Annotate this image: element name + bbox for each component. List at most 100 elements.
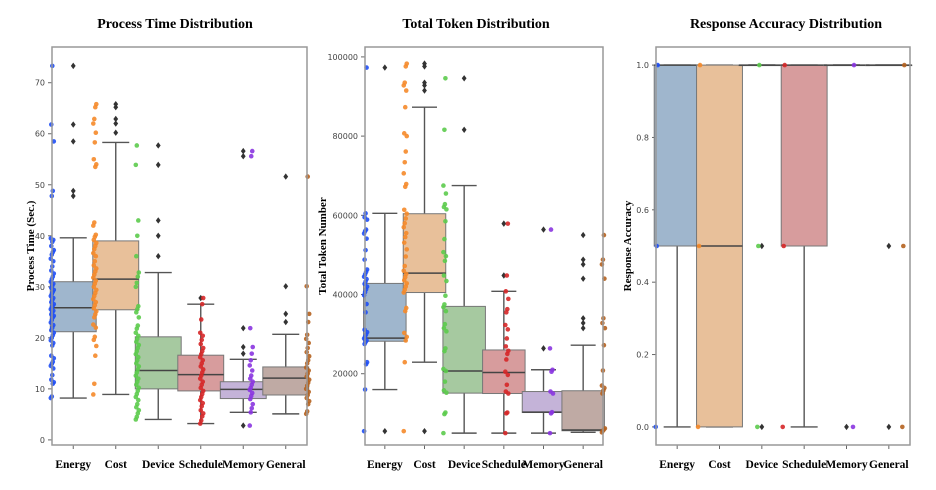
plot-area: 0.0 0.2 0.4 0.6 0.8 1.0 Energy Cost Device Schedu…	[636, 61, 913, 471]
data-point	[136, 218, 141, 223]
data-point	[506, 348, 511, 354]
data-point	[92, 116, 97, 122]
data-point	[442, 201, 448, 207]
data-point	[442, 379, 448, 384]
data-point	[402, 234, 408, 240]
data-point	[136, 270, 142, 275]
outlier-marker	[155, 232, 161, 239]
data-point	[441, 325, 447, 331]
data-point	[443, 75, 448, 81]
data-point	[136, 342, 142, 348]
data-point	[443, 218, 448, 224]
data-point	[506, 296, 511, 302]
outlier-marker	[113, 129, 119, 136]
outlier-marker	[844, 423, 849, 431]
data-point	[401, 330, 407, 336]
outlier-marker	[70, 121, 76, 128]
x-tick-label-energy: Energy	[55, 459, 91, 471]
outlier-marker	[461, 75, 467, 82]
data-point	[136, 364, 142, 369]
outlier-marker	[580, 324, 586, 332]
outlier-marker	[382, 64, 388, 71]
outlier-marker	[240, 343, 246, 351]
data-point	[306, 398, 312, 404]
data-point	[442, 236, 447, 242]
data-point	[442, 258, 448, 264]
data-point	[404, 334, 410, 340]
box-device	[134, 336, 182, 390]
data-point	[93, 325, 99, 330]
data-point	[443, 293, 448, 299]
x-tick-label-cost: Cost	[708, 459, 731, 471]
box-general	[262, 366, 310, 396]
data-point	[135, 233, 140, 239]
data-point	[306, 377, 312, 382]
data-point	[135, 274, 141, 279]
data-point	[402, 263, 408, 269]
data-point	[442, 302, 447, 307]
data-point	[247, 363, 253, 368]
data-point	[401, 268, 407, 274]
box-energy	[49, 281, 97, 333]
data-point	[505, 372, 511, 378]
box-memory	[521, 391, 566, 414]
outlier-marker	[541, 345, 546, 352]
data-point	[248, 357, 254, 363]
data-point	[249, 390, 255, 396]
data-point	[134, 253, 139, 259]
data-point	[757, 62, 762, 68]
data-point	[91, 250, 96, 256]
outlier-marker	[155, 161, 161, 169]
data-point	[441, 273, 447, 278]
data-point	[443, 253, 449, 259]
data-point	[94, 240, 99, 246]
y-tick-label: 0.0	[636, 423, 649, 432]
data-point	[136, 315, 142, 320]
outlier-marker	[501, 220, 507, 227]
data-point	[755, 424, 760, 430]
outlier-marker	[422, 79, 427, 86]
data-point	[306, 353, 312, 359]
outlier-marker	[113, 100, 119, 108]
data-point	[197, 330, 203, 336]
data-point	[93, 278, 99, 283]
data-point	[505, 327, 511, 332]
y-tick-label: 0	[40, 436, 45, 445]
data-point	[249, 405, 255, 411]
data-point	[403, 149, 409, 154]
data-point	[198, 418, 204, 423]
x-tick-label-memory: Memory	[222, 459, 264, 471]
data-point	[547, 346, 553, 351]
data-point	[200, 379, 206, 385]
box-cost	[402, 213, 447, 294]
data-point	[402, 220, 408, 226]
outlier-marker	[240, 147, 246, 155]
data-point	[403, 254, 409, 259]
data-point	[136, 385, 142, 391]
data-point	[364, 267, 370, 272]
data-point	[247, 423, 253, 428]
data-point	[92, 334, 98, 340]
data-point	[695, 424, 701, 430]
y-tick-label: 10	[35, 385, 45, 394]
data-point	[50, 188, 56, 194]
data-point	[249, 368, 255, 373]
outlier-marker	[113, 115, 119, 123]
outlier-marker	[70, 187, 76, 195]
data-point	[780, 424, 786, 430]
outlier-marker	[580, 256, 586, 263]
x-tick-label-schedule: Schedule	[482, 459, 526, 471]
data-point	[134, 143, 140, 148]
data-point	[94, 101, 99, 107]
data-point	[441, 183, 446, 188]
data-point	[250, 379, 256, 385]
data-point	[443, 191, 449, 196]
box-energy	[653, 64, 701, 247]
data-point	[504, 336, 510, 341]
data-point	[401, 224, 407, 230]
outlier-marker	[155, 217, 161, 224]
data-point	[444, 329, 449, 334]
data-point	[250, 344, 256, 350]
data-point	[133, 284, 139, 290]
box-schedule	[780, 64, 828, 247]
